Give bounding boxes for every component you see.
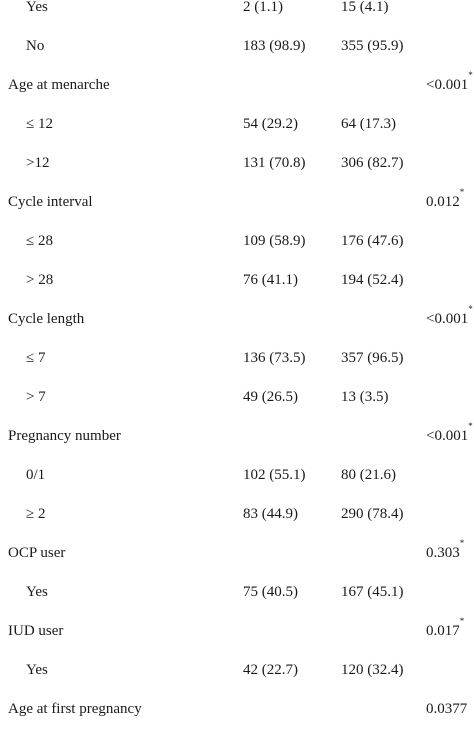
p-value-text: <0.001 [426,428,469,444]
p-value: 0.0377 [426,690,467,729]
table-row-subcategory: No 183 (98.9) 355 (95.9) [0,27,474,66]
group-1-value: 83 (44.9) [243,506,298,522]
group-1-value: 183 (98.9) [243,38,306,54]
significance-mark: * [468,304,473,314]
row-label: Yes [26,662,48,678]
group-2-value: 355 (95.9) [341,38,404,54]
table-row-subcategory: ≤ 7 136 (73.5) 357 (96.5) [0,339,474,378]
group-2-value: 80 (21.6) [341,467,396,483]
group-1-value: 136 (73.5) [243,350,306,366]
group-2-value: 306 (82.7) [341,155,404,171]
table-row-variable: Cycle length <0.001* [0,300,474,339]
table-row-variable: Age at first pregnancy 0.0377 [0,690,474,729]
table-row-subcategory: ≤ 12 54 (29.2) 64 (17.3) [0,105,474,144]
table-row-variable: Pregnancy number <0.001* [0,417,474,456]
table-row-variable: IUD user 0.017* [0,612,474,651]
group-1-value: 131 (70.8) [243,155,306,171]
table-row-variable: Cycle interval 0.012* [0,183,474,222]
p-value: 0.017* [426,612,464,651]
table-row-subcategory: > 7 49 (26.5) 13 (3.5) [0,378,474,417]
group-1-value: 102 (55.1) [243,467,306,483]
row-label: ≤ 28 [26,233,53,249]
p-value-text: 0.012 [426,194,460,210]
table-row-subcategory: >12 131 (70.8) 306 (82.7) [0,144,474,183]
table-row-subcategory: 0/1 102 (55.1) 80 (21.6) [0,456,474,495]
row-label: Pregnancy number [8,428,121,444]
group-2-value: 167 (45.1) [341,584,404,600]
row-label: >12 [26,155,50,171]
row-label: Yes [26,584,48,600]
group-1-value: 109 (58.9) [243,233,306,249]
group-2-value: 13 (3.5) [341,389,389,405]
row-label: > 28 [26,272,54,288]
p-value: <0.001* [426,417,473,456]
significance-mark: * [459,538,465,548]
row-label: ≥ 2 [26,506,46,522]
p-value-text: <0.001 [426,77,469,93]
significance-mark: * [468,70,473,80]
p-value: <0.001* [426,66,473,105]
p-value: 0.012* [426,183,464,222]
p-value: <0.001* [426,300,473,339]
table-row-subcategory: Yes 42 (22.7) 120 (32.4) [0,651,474,690]
row-label: OCP user [8,545,66,561]
row-label: 0/1 [26,467,46,483]
group-2-value: 120 (32.4) [341,662,404,678]
row-label: No [26,38,45,54]
table-row-subcategory: Yes 75 (40.5) 167 (45.1) [0,573,474,612]
group-2-value: 194 (52.4) [341,272,404,288]
group-1-value: 54 (29.2) [243,116,298,132]
table-row-variable: Age at menarche <0.001* [0,66,474,105]
group-2-value: 15 (4.1) [341,0,389,15]
table-row-subcategory: Yes 2 (1.1) 15 (4.1) [0,0,474,27]
p-value-text: 0.0377 [426,701,468,717]
table-row-subcategory: ≤ 28 109 (58.9) 176 (47.6) [0,222,474,261]
row-label: IUD user [8,623,64,639]
significance-mark: * [459,187,465,197]
p-value-text: <0.001 [426,311,469,327]
row-label: Age at first pregnancy [8,701,142,717]
group-2-value: 290 (78.4) [341,506,404,522]
significance-mark: * [459,616,465,626]
group-1-value: 42 (22.7) [243,662,298,678]
row-label: Yes [26,0,48,15]
row-label: ≤ 7 [26,350,46,366]
row-label: Age at menarche [8,77,110,93]
group-1-value: 2 (1.1) [243,0,283,15]
p-value-text: 0.303 [426,545,460,561]
p-value-text: 0.017 [426,623,460,639]
group-2-value: 176 (47.6) [341,233,404,249]
row-label: > 7 [26,389,46,405]
row-label: Cycle interval [8,194,93,210]
table-row-variable: OCP user 0.303* [0,534,474,573]
table-row-subcategory: > 28 76 (41.1) 194 (52.4) [0,261,474,300]
significance-mark: * [468,421,473,431]
row-label: Cycle length [8,311,85,327]
group-1-value: 76 (41.1) [243,272,298,288]
group-1-value: 75 (40.5) [243,584,298,600]
group-1-value: 49 (26.5) [243,389,298,405]
row-label: ≤ 12 [26,116,53,132]
p-value: 0.303* [426,534,464,573]
table-row-subcategory: ≥ 2 83 (44.9) 290 (78.4) [0,495,474,534]
group-2-value: 357 (96.5) [341,350,404,366]
group-2-value: 64 (17.3) [341,116,396,132]
